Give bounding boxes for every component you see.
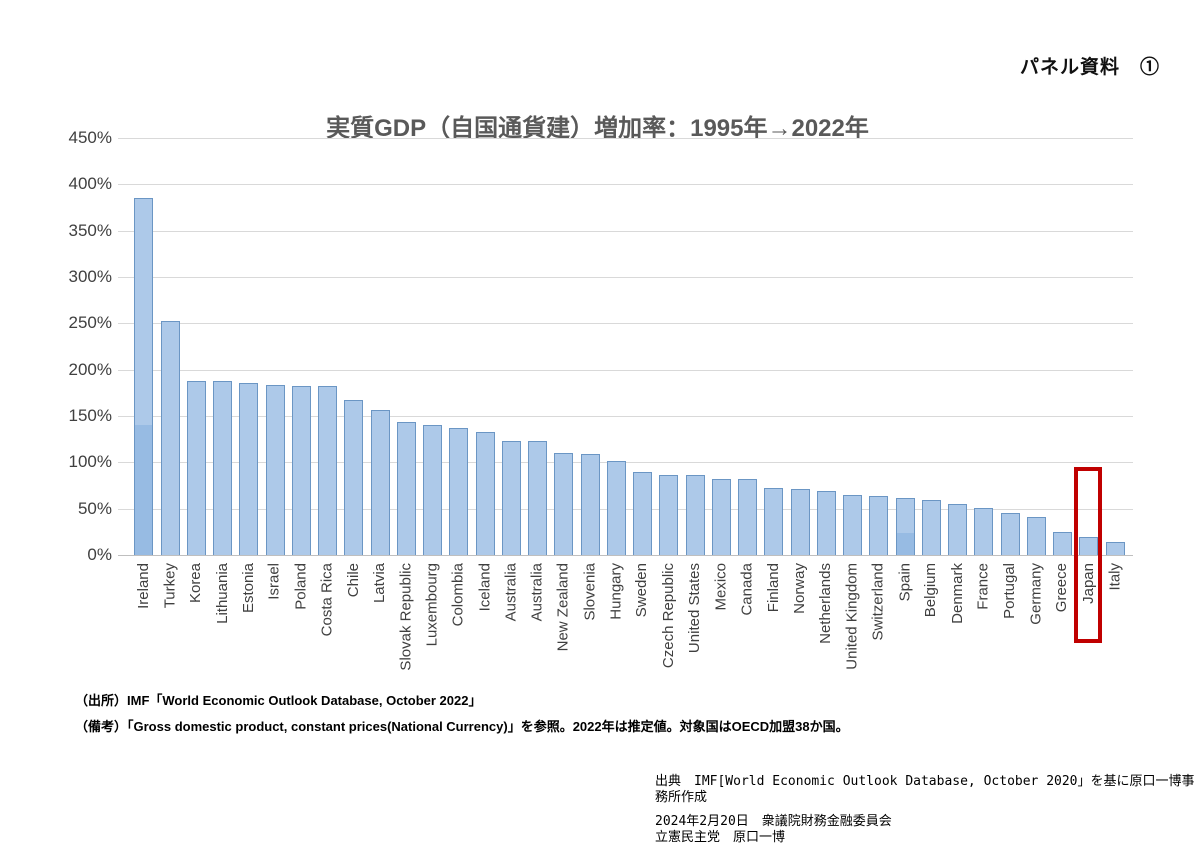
bar-canada [738,479,758,555]
bar-spain [895,497,915,555]
credit-source-line: 出典 IMF[World Economic Outlook Database, … [655,774,1195,805]
bar-ireland [134,198,154,555]
gridline [118,138,1133,139]
bar-united-kingdom [843,494,863,555]
bar-overlay [896,532,914,555]
footnote-source-label: （出所） [75,693,128,708]
gridline [118,323,1133,325]
bar-israel [265,385,285,555]
bar-france [974,507,994,555]
bar-belgium [921,500,941,555]
credits: 出典 IMF[World Economic Outlook Database, … [655,774,1200,846]
bar-slovak-republic [396,421,416,555]
bar-switzerland [869,495,889,555]
y-axis-tick: 300% [68,267,112,286]
y-axis-tick: 100% [68,452,112,472]
y-axis-tick: 250% [68,313,112,333]
footnote-note-label: （備考） [75,719,128,734]
panel-label: パネル資料 ① [1019,57,1160,78]
y-axis-tick: 150% [68,406,112,425]
bar-luxembourg [423,425,443,555]
footnote-note: （備考）「Gross domestic product, constant pr… [75,714,849,740]
gridline [118,230,1133,232]
bar-slovenia [580,454,600,555]
y-axis-tick: 450% [68,128,112,147]
bar-estonia [239,382,259,555]
bar-chile [344,400,364,555]
gridline [118,184,1133,186]
footnotes: （出所）IMF「World Economic Outlook Database,… [75,688,849,740]
bar-turkey [160,321,180,555]
bar-iceland [475,431,495,555]
bar-korea [186,380,206,555]
japan-highlight-box [1074,467,1102,643]
bar-latvia [370,409,390,555]
bar-colombia [449,428,469,555]
chart-title: 実質GDP（自国通貨建）増加率：1995年→2022年 [326,115,869,142]
bar-sweden [633,471,653,555]
footnote-source-text: IMF「World Economic Outlook Database, Oct… [127,693,482,708]
bar-australia [501,441,521,555]
footnote-source: （出所）IMF「World Economic Outlook Database,… [75,688,849,714]
bar-greece [1053,531,1073,555]
footnote-note-text: 「Gross domestic product, constant prices… [127,719,849,734]
plot-area [118,138,1133,556]
y-axis-tick: 400% [68,174,112,194]
bar-czech-republic [659,475,679,555]
bar-italy [1105,542,1125,555]
bar-australia [528,441,548,555]
bar-lithuania [213,380,233,555]
bar-portugal [1000,513,1020,555]
credit-author-line: 立憲民主党 原口一博 [655,830,786,845]
gridline [118,369,1133,371]
bar-finland [764,488,784,555]
bar-hungary [606,461,626,555]
bar-poland [291,386,311,555]
bar-overlay [135,425,153,555]
bar-costa-rica [318,386,338,555]
bar-united-states [685,475,705,555]
y-axis-tick: 350% [68,220,112,240]
bar-denmark [948,504,968,555]
y-axis-tick: 0% [87,545,112,564]
gridline [118,416,1133,417]
bar-new-zealand [554,453,574,555]
y-axis-tick: 200% [68,359,112,379]
bar-norway [790,489,810,555]
bar-germany [1026,517,1046,555]
bar-japan [1079,537,1099,555]
bar-mexico [711,479,731,555]
y-axis-tick: 50% [77,498,112,518]
bar-netherlands [816,491,836,555]
gridline [118,277,1133,278]
x-axis-line [118,555,1133,556]
credit-date-line: 2024年2月20日 衆議院財務金融委員会 [655,814,892,829]
